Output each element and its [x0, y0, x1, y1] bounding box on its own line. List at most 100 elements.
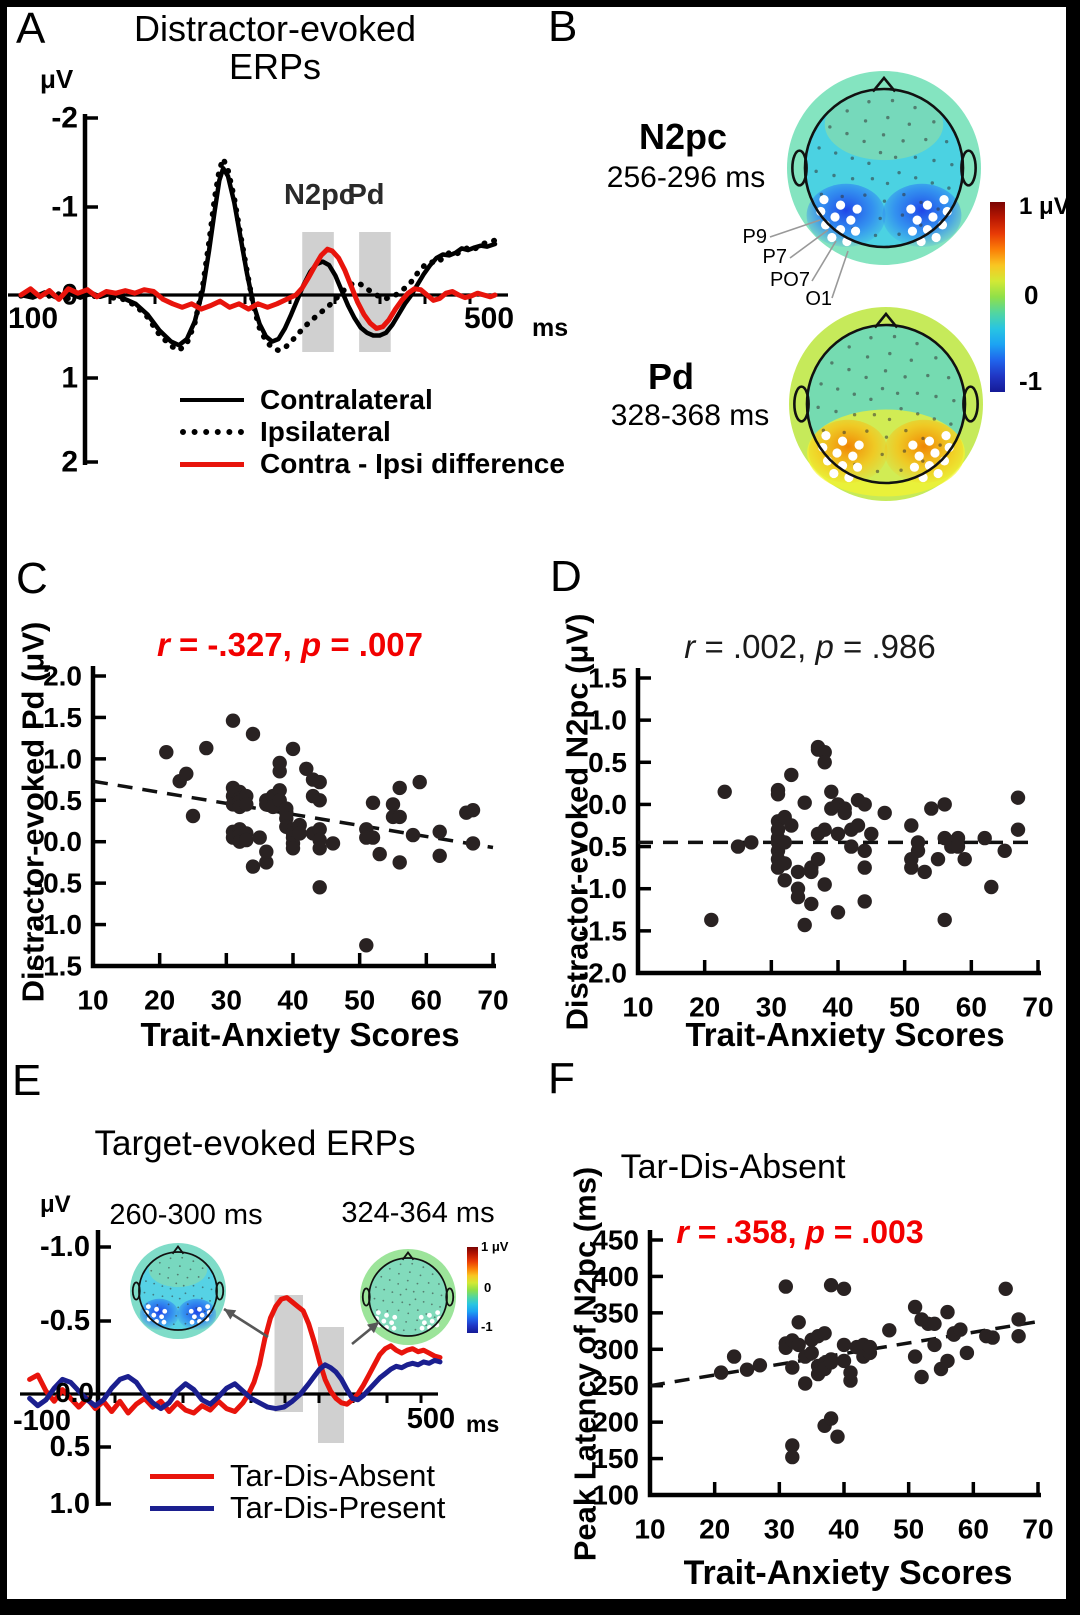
electrode-dot	[885, 181, 890, 186]
scatter-point	[465, 803, 481, 818]
r-value: = .358,	[688, 1214, 806, 1250]
highlighted-electrode-dot	[832, 448, 842, 458]
electrode-dot	[938, 443, 942, 447]
y-tick-label: 1.0	[43, 743, 82, 774]
panel-e-x-right-label: 500	[406, 1403, 456, 1435]
electrode-dot	[416, 1309, 419, 1312]
scatter-point	[259, 844, 274, 859]
electrode-dot	[388, 1279, 391, 1281]
electrode-dot	[433, 1316, 436, 1319]
panel-d-x-axis-title: Trait-Anxiety Scores	[685, 1016, 1005, 1053]
highlighted-electrode-dot	[933, 468, 943, 479]
scatter-point	[882, 1323, 897, 1338]
scatter-point	[857, 797, 872, 812]
scatter-point	[392, 855, 407, 870]
electrode-dot	[915, 412, 920, 416]
electrode-dot	[880, 386, 885, 391]
panel-a-x-left-label: 100	[7, 302, 59, 335]
scatter-point	[953, 1322, 968, 1337]
scatter-point	[372, 846, 387, 862]
electrode-dot	[863, 119, 868, 123]
x-tick-label: 20	[689, 992, 720, 1023]
highlighted-electrode-dot	[199, 1312, 205, 1318]
scatter-point	[810, 852, 826, 867]
highlighted-electrode-dot	[419, 1325, 425, 1331]
electrode-dot	[408, 1303, 411, 1306]
scatter-point	[910, 843, 926, 858]
electrode-dot	[883, 369, 888, 373]
highlighted-electrode-dot	[941, 431, 951, 441]
electrode-dot	[407, 1312, 410, 1315]
scatter-point	[904, 860, 919, 875]
electrode-dot	[176, 1273, 179, 1276]
panel-letter-c: C	[16, 554, 48, 603]
erp-curve-tar-dis-absent	[27, 1295, 443, 1416]
electrode-dot	[902, 192, 906, 197]
y-tick-label: 1.5	[43, 702, 82, 733]
highlighted-electrode-dot	[435, 1310, 441, 1315]
legend-item-ipsilateral: Ipsilateral	[180, 416, 391, 448]
electrode-dot	[947, 186, 951, 190]
scatter-point	[804, 1345, 819, 1361]
y-tick-label: -1.0	[40, 1231, 90, 1263]
scatter-point	[817, 822, 832, 837]
highlighted-electrode-dot	[197, 1306, 202, 1312]
electrode-dot	[189, 1268, 192, 1271]
arrowhead-icon	[224, 1309, 237, 1320]
electrode-dot	[944, 139, 949, 144]
scatter-point	[791, 1315, 806, 1330]
x-tick-label: 70	[1022, 1514, 1053, 1545]
highlighted-electrode-dot	[908, 440, 918, 450]
highlighted-electrode-dot	[162, 1308, 168, 1314]
electrode-dot	[817, 146, 821, 150]
highlighted-electrode-dot	[389, 1320, 395, 1326]
x-tick-label: 70	[1022, 992, 1053, 1023]
scatter-point	[830, 1429, 845, 1444]
scatter-point	[984, 879, 999, 895]
electrode-dot	[177, 1306, 180, 1309]
topomap-pd	[789, 307, 983, 501]
erp-curve-ipsilateral	[18, 155, 498, 354]
electrode-dot	[893, 155, 898, 159]
electrode-dot	[201, 1267, 204, 1270]
y-tick-label: -1	[51, 191, 78, 224]
y-tick-label: 2	[61, 446, 78, 479]
electrode-dot	[888, 351, 892, 356]
scatter-point	[405, 827, 421, 843]
x-tick-label: 30	[756, 992, 787, 1023]
highlighted-electrode-dot	[189, 1319, 195, 1325]
panel-letter-a: A	[16, 4, 46, 53]
highlighted-electrode-dot	[930, 448, 940, 458]
highlighted-electrode-dot	[375, 1310, 381, 1315]
panel-d-stat: r = .002, p = .986	[635, 629, 985, 665]
electrode-dot	[391, 1291, 394, 1294]
electrode-dot	[863, 193, 867, 197]
electrode-dot	[425, 1313, 428, 1315]
highlighted-electrode-dot	[914, 451, 924, 461]
highlighted-electrode-dot	[418, 1314, 424, 1320]
scatter-point	[259, 855, 274, 870]
electrode-dot	[869, 397, 873, 402]
x-tick-label: 50	[344, 985, 375, 1016]
electrode-dot	[399, 1263, 402, 1266]
scatter-point	[730, 839, 746, 854]
scatter-point	[998, 1281, 1013, 1297]
topomap-n2pc-title: N2pc	[638, 116, 728, 157]
electrode-dot	[926, 373, 930, 378]
scatter-point	[817, 1326, 832, 1341]
y-tick-label: -1.5	[34, 951, 82, 982]
electrode-dot	[210, 1288, 213, 1291]
electrode-dot	[842, 430, 846, 435]
electrode-dot	[171, 1295, 174, 1298]
scatter-point	[412, 774, 427, 790]
scatter-point	[784, 818, 799, 833]
x-tick-label: 60	[411, 985, 442, 1016]
ear-icon	[962, 385, 979, 423]
ear-icon	[791, 149, 808, 187]
scatter-point	[704, 912, 719, 928]
scatter-point	[940, 1304, 955, 1320]
electrode-dot	[870, 177, 875, 181]
electrode-dot	[867, 100, 871, 104]
ear-icon	[131, 1281, 141, 1301]
